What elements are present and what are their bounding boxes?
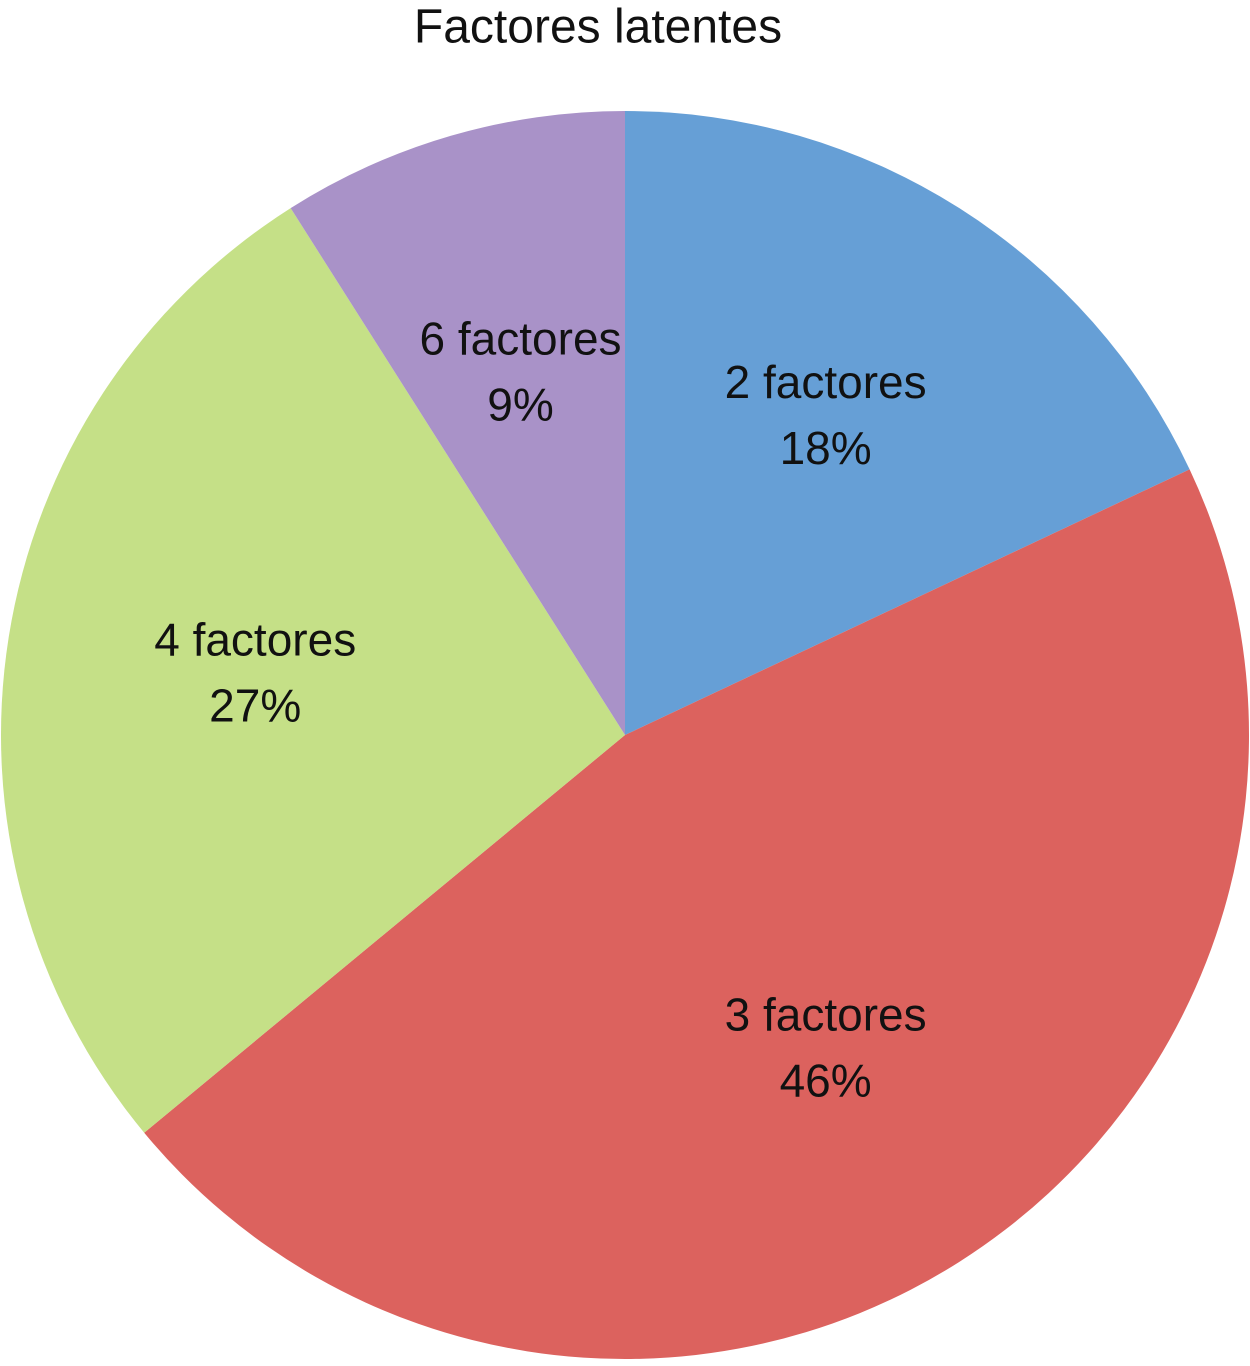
slice-label: 3 factores (725, 988, 927, 1040)
slice-label: 4 factores (154, 614, 356, 666)
value-label: 18% (780, 422, 872, 474)
value-label: 9% (487, 379, 553, 431)
chart-title: Factores latentes (414, 1, 782, 54)
slice-label: 6 factores (420, 313, 622, 365)
pie-slice (625, 111, 1190, 735)
slice-label: 2 factores (725, 356, 927, 408)
pie-slice (0, 208, 625, 1133)
pie-slice (144, 469, 1250, 1359)
pie-slice (290, 111, 625, 735)
value-label: 46% (780, 1054, 872, 1106)
value-label: 27% (209, 680, 301, 732)
